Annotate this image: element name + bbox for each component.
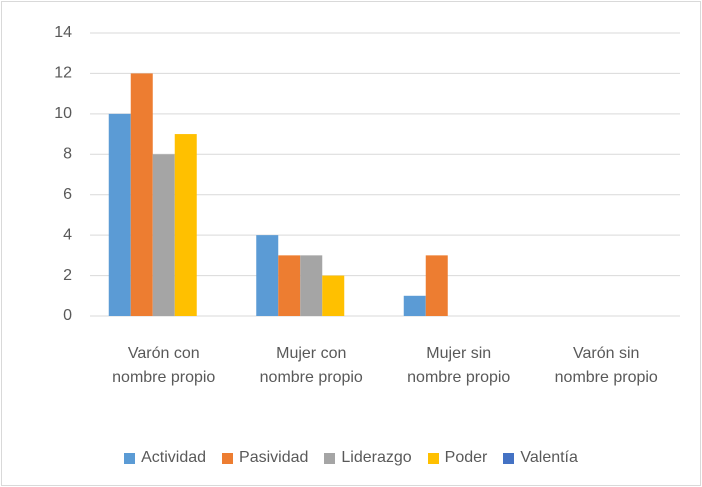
bar: [425, 255, 448, 316]
legend: Actividad Pasividad Liderazgo Poder Valentía: [0, 449, 702, 467]
bar: [108, 113, 131, 316]
y-tick-label: 12: [54, 65, 72, 82]
bar: [152, 154, 175, 316]
y-tick-label: 2: [63, 267, 72, 284]
y-tick-label: 0: [63, 307, 72, 324]
legend-swatch: [427, 452, 439, 464]
legend-swatch: [324, 452, 336, 464]
bar: [130, 73, 153, 316]
bar: [300, 255, 323, 316]
legend-item: Poder: [427, 449, 488, 467]
x-tick-label: Mujer con nombre propio: [259, 345, 363, 386]
legend-swatch: [222, 452, 234, 464]
legend-label: Actividad: [141, 449, 207, 466]
bar: [403, 295, 426, 316]
x-tick-label: Varón con nombre propio: [112, 345, 216, 386]
legend-label: Pasividad: [239, 449, 309, 466]
legend-item: Liderazgo: [324, 449, 412, 467]
bar: [174, 134, 197, 316]
bar: [322, 275, 345, 316]
y-tick-label: 4: [63, 226, 72, 243]
legend-label: Poder: [444, 449, 488, 466]
legend-item: Actividad: [124, 449, 206, 467]
y-tick-label: 8: [63, 146, 72, 163]
x-tick-label: Mujer sin nombre propio: [407, 345, 511, 386]
bar: [256, 235, 279, 316]
legend-item: Pasividad: [222, 449, 308, 467]
y-tick-label: 6: [63, 186, 72, 203]
x-tick-label: Varón sin nombre propio: [554, 345, 658, 386]
legend-swatch: [503, 452, 515, 464]
bar: [278, 255, 301, 316]
y-tick-label: 14: [54, 24, 72, 41]
legend-label: Valentía: [520, 449, 578, 466]
legend-item: Valentía: [503, 449, 578, 467]
legend-swatch: [124, 452, 136, 464]
y-tick-label: 10: [54, 105, 72, 122]
legend-label: Liderazgo: [341, 449, 412, 466]
